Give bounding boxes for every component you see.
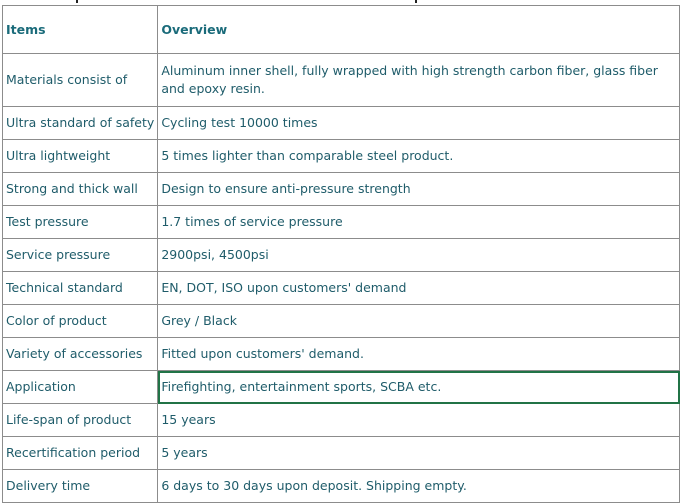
overview-cell[interactable]: Grey / Black bbox=[157, 304, 680, 338]
table-row: Technical standard EN, DOT, ISO upon cus… bbox=[1, 271, 680, 305]
overview-cell[interactable]: Fitted upon customers' demand. bbox=[157, 337, 680, 371]
overview-cell[interactable]: 5 years bbox=[157, 436, 680, 470]
table-row: Ultra lightweight 5 times lighter than c… bbox=[1, 139, 680, 173]
header-row: Items Overview bbox=[1, 5, 680, 54]
selected-overview-cell[interactable]: Firefighting, entertainment sports, SCBA… bbox=[157, 370, 680, 404]
item-cell[interactable]: Strong and thick wall bbox=[1, 172, 159, 206]
table-row: Life-span of product 15 years bbox=[1, 403, 680, 437]
item-cell[interactable]: Delivery time bbox=[1, 469, 159, 503]
overview-cell[interactable]: Aluminum inner shell, fully wrapped with… bbox=[157, 53, 680, 107]
column-marker bbox=[415, 0, 417, 3]
table-row: Test pressure 1.7 times of service press… bbox=[1, 205, 680, 239]
overview-cell[interactable]: EN, DOT, ISO upon customers' demand bbox=[157, 271, 680, 305]
column-marker bbox=[76, 0, 78, 3]
header-items[interactable]: Items bbox=[1, 5, 159, 54]
item-cell[interactable]: Test pressure bbox=[1, 205, 159, 239]
table-row: Delivery time 6 days to 30 days upon dep… bbox=[1, 469, 680, 503]
item-cell[interactable]: Application bbox=[1, 370, 159, 404]
sheet-top-edge bbox=[0, 0, 680, 5]
item-cell[interactable]: Technical standard bbox=[1, 271, 159, 305]
table-row: Service pressure 2900psi, 4500psi bbox=[1, 238, 680, 272]
overview-cell[interactable]: 15 years bbox=[157, 403, 680, 437]
item-cell[interactable]: Recertification period bbox=[1, 436, 159, 470]
overview-cell[interactable]: Cycling test 10000 times bbox=[157, 106, 680, 140]
table-row: Variety of accessories Fitted upon custo… bbox=[1, 337, 680, 371]
overview-cell[interactable]: 1.7 times of service pressure bbox=[157, 205, 680, 239]
item-cell[interactable]: Ultra lightweight bbox=[1, 139, 159, 173]
table-row: Strong and thick wall Design to ensure a… bbox=[1, 172, 680, 206]
overview-cell[interactable]: 2900psi, 4500psi bbox=[157, 238, 680, 272]
table-row-selected: Application Firefighting, entertainment … bbox=[1, 370, 680, 404]
overview-cell[interactable]: 6 days to 30 days upon deposit. Shipping… bbox=[157, 469, 680, 503]
table-row: Ultra standard of safety Cycling test 10… bbox=[1, 106, 680, 140]
overview-cell[interactable]: 5 times lighter than comparable steel pr… bbox=[157, 139, 680, 173]
item-cell[interactable]: Variety of accessories bbox=[1, 337, 159, 371]
item-cell[interactable]: Life-span of product bbox=[1, 403, 159, 437]
item-cell[interactable]: Service pressure bbox=[1, 238, 159, 272]
specification-table: Items Overview Materials consist of Alum… bbox=[1, 5, 680, 503]
item-cell[interactable]: Materials consist of bbox=[1, 53, 159, 107]
table-row: Materials consist of Aluminum inner shel… bbox=[1, 53, 680, 107]
header-overview[interactable]: Overview bbox=[157, 5, 680, 54]
item-cell[interactable]: Color of product bbox=[1, 304, 159, 338]
table-row: Recertification period 5 years bbox=[1, 436, 680, 470]
overview-cell[interactable]: Design to ensure anti-pressure strength bbox=[157, 172, 680, 206]
item-cell[interactable]: Ultra standard of safety bbox=[1, 106, 159, 140]
table-row: Color of product Grey / Black bbox=[1, 304, 680, 338]
